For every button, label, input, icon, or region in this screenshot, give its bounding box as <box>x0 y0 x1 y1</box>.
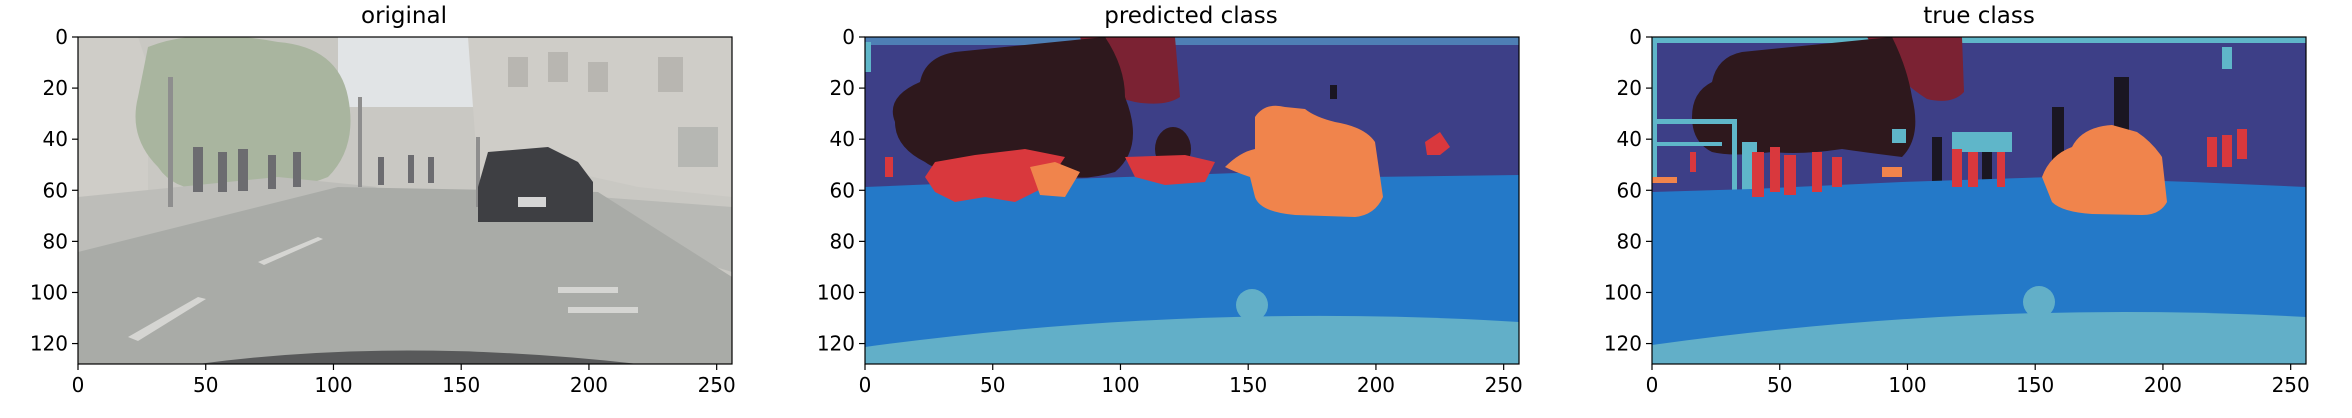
x-tick-label: 200 <box>570 373 608 397</box>
x-tick-label: 200 <box>2144 373 2182 397</box>
x-tick-label: 150 <box>442 373 480 397</box>
y-tick-label: 0 <box>842 25 855 49</box>
x-tick-label: 250 <box>1485 373 1523 397</box>
x-tick-label: 100 <box>1888 373 1926 397</box>
original-axes: 0 50 100 150 200 250 0 20 40 60 80 100 120 <box>30 25 736 397</box>
y-tick-label: 100 <box>30 280 68 304</box>
y-tick-label: 60 <box>43 178 68 202</box>
y-tick-label: 0 <box>1629 25 1642 49</box>
x-tick-label: 0 <box>72 373 85 397</box>
y-tick-label: 120 <box>1604 332 1642 356</box>
y-tick-label: 60 <box>830 178 855 202</box>
original-photo <box>78 37 732 364</box>
x-tick-label: 100 <box>314 373 352 397</box>
x-tick-label: 250 <box>698 373 736 397</box>
panel-title-true: true class <box>1923 3 2035 29</box>
y-tick-label: 40 <box>1617 127 1642 151</box>
y-tick-label: 20 <box>1617 76 1642 100</box>
y-tick-label: 120 <box>30 332 68 356</box>
x-tick-label: 50 <box>193 373 218 397</box>
x-tick-label: 150 <box>1229 373 1267 397</box>
x-tick-label: 100 <box>1101 373 1139 397</box>
y-tick-label: 0 <box>55 25 68 49</box>
true-axes: 0 50 100 150 200 250 0 20 40 60 80 100 120 <box>1604 25 2310 397</box>
x-tick-label: 150 <box>2016 373 2054 397</box>
y-tick-label: 80 <box>1617 229 1642 253</box>
x-tick-label: 50 <box>1767 373 1792 397</box>
true-mask <box>1652 37 2306 364</box>
x-tick-label: 0 <box>1646 373 1659 397</box>
y-tick-label: 100 <box>1604 280 1642 304</box>
y-tick-label: 80 <box>830 229 855 253</box>
y-tick-label: 60 <box>1617 178 1642 202</box>
x-tick-label: 200 <box>1357 373 1395 397</box>
y-tick-label: 40 <box>830 127 855 151</box>
panel-title-predicted: predicted class <box>1104 3 1278 29</box>
y-tick-label: 120 <box>817 332 855 356</box>
y-tick-label: 20 <box>830 76 855 100</box>
x-tick-label: 0 <box>859 373 872 397</box>
panel-true: true class <box>1604 3 2310 397</box>
y-tick-label: 80 <box>43 229 68 253</box>
y-tick-label: 20 <box>43 76 68 100</box>
predicted-mask <box>865 37 1519 364</box>
x-tick-label: 50 <box>980 373 1005 397</box>
y-tick-label: 100 <box>817 280 855 304</box>
x-tick-label: 250 <box>2272 373 2310 397</box>
panel-original: original <box>30 3 736 397</box>
panel-predicted: predicted class 0 50 1 <box>817 3 1523 397</box>
panel-title-original: original <box>361 3 447 29</box>
predicted-axes: 0 50 100 150 200 250 0 20 40 60 80 100 120 <box>817 25 1523 397</box>
y-tick-label: 40 <box>43 127 68 151</box>
